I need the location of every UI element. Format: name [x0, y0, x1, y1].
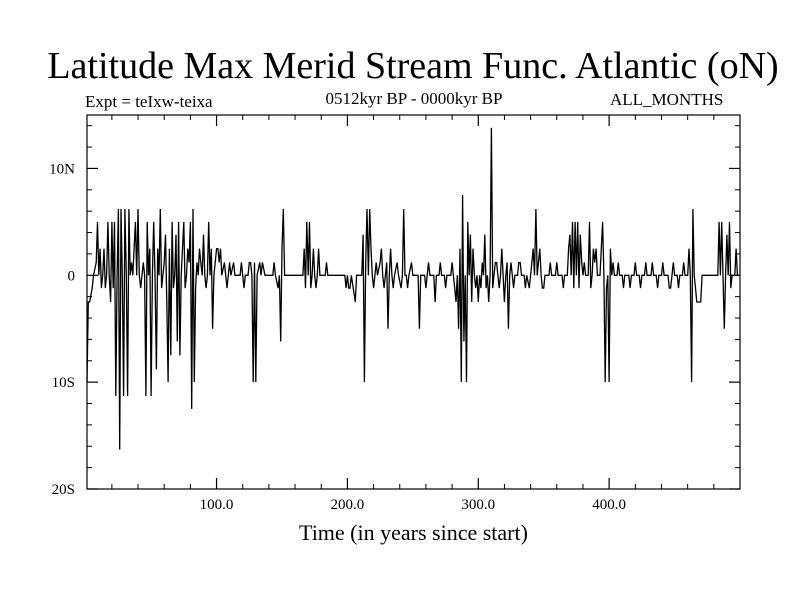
- x-tick-label: 400.0: [592, 497, 626, 513]
- time-range-label: 0512kyr BP - 0000kyr BP: [325, 89, 503, 108]
- y-tick-label: 10N: [49, 161, 75, 177]
- x-tick-label: 100.0: [200, 497, 234, 513]
- chart-title: Latitude Max Merid Stream Func. Atlantic…: [47, 45, 779, 87]
- y-tick-label: 10S: [52, 375, 75, 391]
- series-line: [86, 127, 740, 450]
- experiment-label: Expt = teIxw-teixa: [85, 92, 213, 111]
- x-tick-label: 200.0: [331, 497, 365, 513]
- x-tick-label: 300.0: [461, 497, 495, 513]
- y-tick-label: 0: [68, 268, 76, 284]
- months-label: ALL_MONTHS: [610, 90, 724, 109]
- y-tick-label: 20S: [52, 482, 75, 498]
- x-axis-label: Time (in years since start): [299, 520, 528, 545]
- plot-frame: [86, 114, 741, 490]
